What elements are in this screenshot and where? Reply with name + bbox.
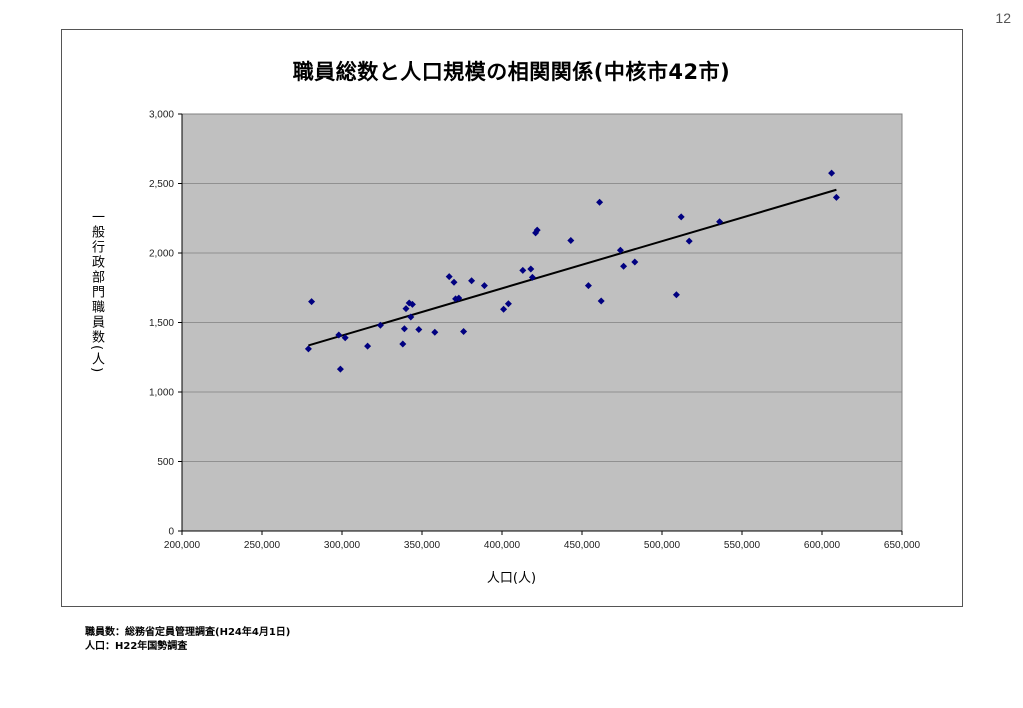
- data-point: [341, 334, 349, 342]
- trendline: [308, 188, 837, 347]
- data-point: [308, 298, 316, 306]
- source-staff: 職員数：総務省定員管理調査(H24年4月1日): [85, 627, 291, 638]
- data-point: [304, 345, 312, 353]
- data-point: [685, 237, 693, 245]
- data-point: [832, 193, 840, 201]
- x-tick-label: 400,000: [484, 540, 521, 551]
- y-axis-label: 一般行政部門職員数(人): [89, 210, 104, 375]
- source-population: 人口：H22年国勢調査: [85, 641, 188, 652]
- data-point: [407, 313, 415, 321]
- y-tick-label: 3,000: [149, 110, 174, 121]
- data-point: [460, 328, 468, 336]
- source-notes: 職員数：総務省定員管理調査(H24年4月1日) 人口：H22年国勢調査: [85, 626, 290, 654]
- x-tick-label: 550,000: [724, 540, 761, 551]
- data-point: [455, 294, 463, 302]
- data-point: [584, 282, 592, 290]
- page-number: 12: [995, 10, 1011, 26]
- x-tick-label: 250,000: [244, 540, 281, 551]
- data-point: [527, 265, 535, 273]
- data-point: [597, 297, 605, 305]
- data-point: [445, 273, 453, 281]
- data-point: [528, 273, 536, 281]
- data-point: [672, 291, 680, 299]
- data-point: [533, 226, 541, 234]
- data-point: [376, 321, 384, 329]
- chart-title: 職員総数と人口規模の相関関係(中核市42市): [292, 60, 731, 84]
- x-axis-label: 人口(人): [486, 571, 537, 586]
- data-point: [677, 213, 685, 221]
- x-tick-label: 500,000: [644, 540, 681, 551]
- data-point: [402, 305, 410, 313]
- x-tick-label: 200,000: [164, 540, 201, 551]
- y-tick-label: 500: [157, 457, 174, 468]
- data-point: [519, 266, 527, 274]
- data-point: [431, 328, 439, 336]
- data-point: [596, 198, 604, 206]
- x-tick-label: 650,000: [884, 540, 921, 551]
- data-point: [567, 236, 575, 244]
- data-point: [480, 282, 488, 290]
- y-tick-label: 2,500: [149, 179, 174, 190]
- data-point: [631, 258, 639, 266]
- data-point: [336, 365, 344, 373]
- x-tick-label: 450,000: [564, 540, 601, 551]
- data-point: [408, 300, 416, 308]
- data-point: [400, 325, 408, 333]
- y-tick-label: 0: [168, 527, 174, 538]
- data-point: [828, 169, 836, 177]
- x-tick-label: 300,000: [324, 540, 361, 551]
- data-point: [504, 300, 512, 308]
- x-tick-label: 600,000: [804, 540, 841, 551]
- y-tick-label: 1,000: [149, 388, 174, 399]
- x-tick-label: 350,000: [404, 540, 441, 551]
- data-point: [450, 278, 458, 286]
- data-point: [500, 305, 508, 313]
- data-point: [616, 246, 624, 254]
- y-tick-label: 2,000: [149, 249, 174, 260]
- y-tick-label: 1,500: [149, 318, 174, 329]
- data-point: [364, 342, 372, 350]
- data-point: [399, 340, 407, 348]
- data-point: [468, 277, 476, 285]
- data-point: [620, 262, 628, 270]
- data-point: [415, 325, 423, 333]
- data-point: [335, 331, 343, 339]
- data-point: [716, 218, 724, 226]
